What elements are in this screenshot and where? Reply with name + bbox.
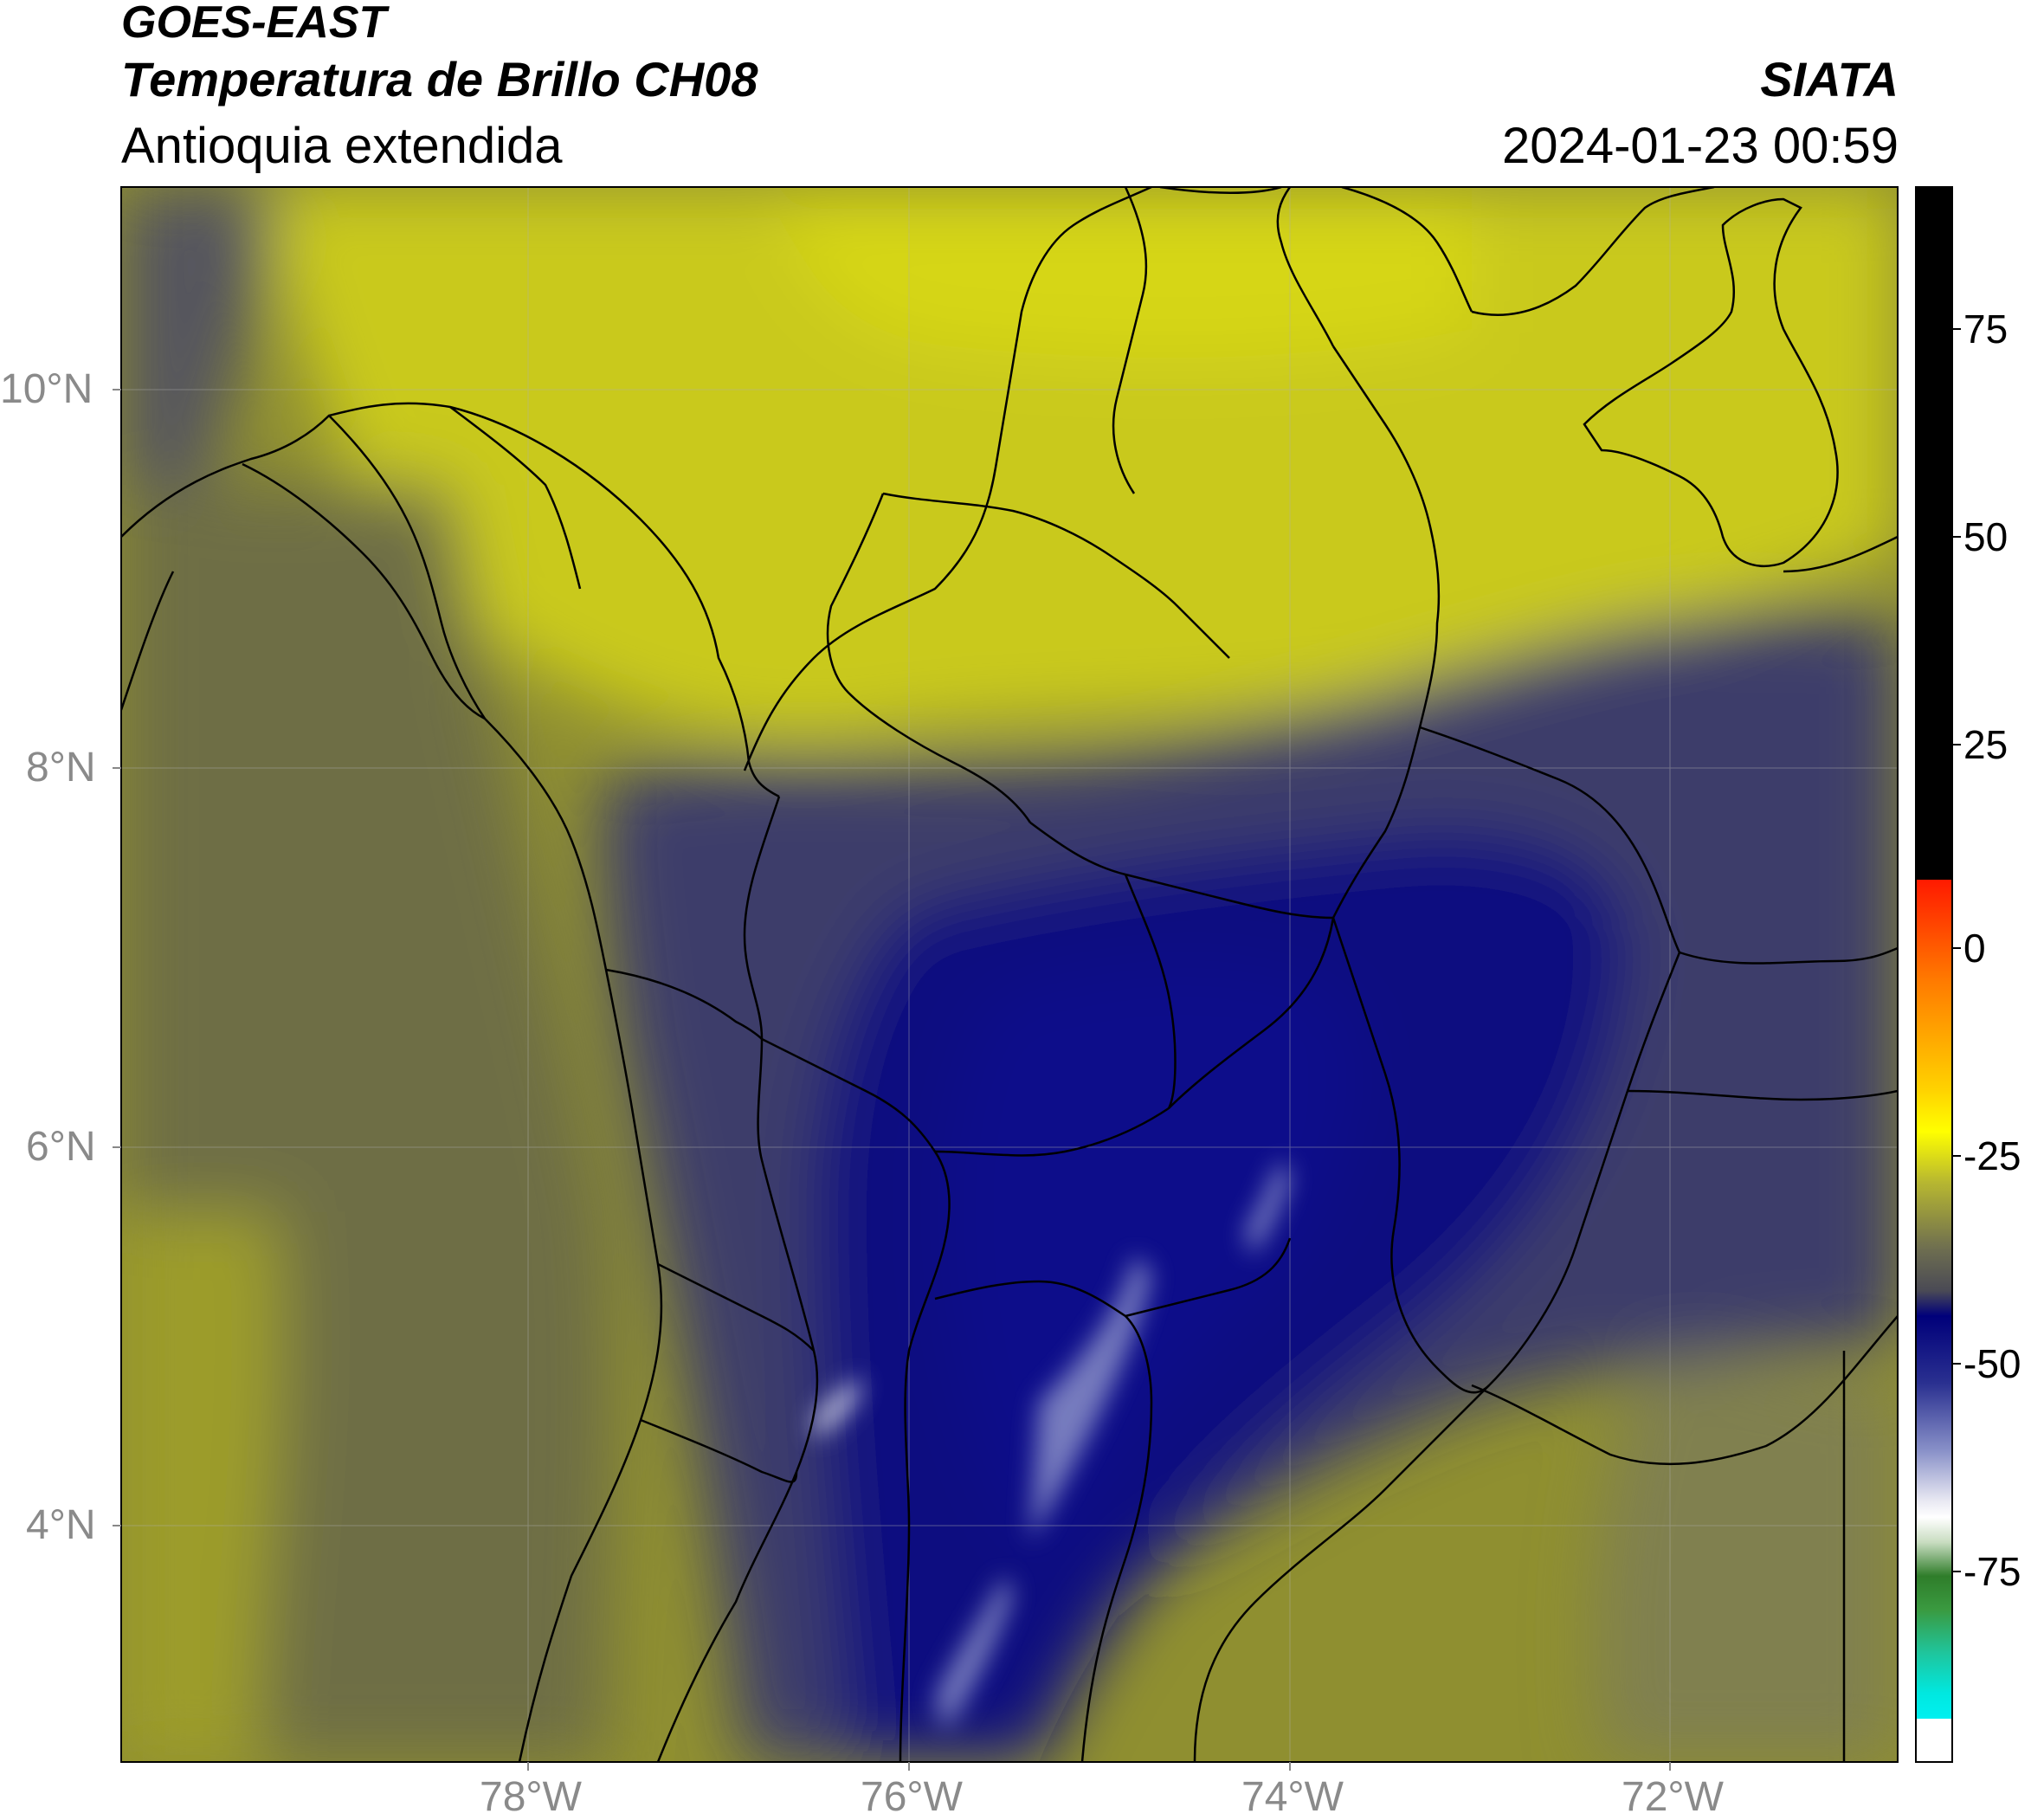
axis-ticks [113, 389, 1671, 1771]
lat-tick-label: 10°N [0, 366, 93, 412]
colorbar-tick-label: -25 [1963, 1133, 2021, 1178]
lat-tick-label: 6°N [26, 1124, 96, 1170]
lon-tick-label: 78°W [480, 1774, 582, 1820]
organization-label: SIATA [1760, 52, 1899, 106]
colorbar-tick-label: 75 [1963, 307, 2008, 352]
lat-tick-label: 8°N [26, 745, 96, 791]
colorbar-tick-label: -50 [1963, 1341, 2021, 1386]
product-title: Temperatura de Brillo CH08 [121, 52, 758, 106]
colorbar-tick-label: 0 [1963, 926, 1986, 971]
colorbar [1915, 186, 1961, 1763]
lon-tick-label: 74°W [1241, 1774, 1344, 1820]
colorbar-tick-label: 25 [1963, 722, 2008, 767]
borders [121, 187, 1898, 1762]
satellite-title: GOES-EAST [121, 0, 387, 48]
timestamp-label: 2024-01-23 00:59 [1502, 118, 1899, 174]
colorbar-tick-label: 50 [1963, 514, 2008, 559]
lon-tick-label: 72°W [1622, 1774, 1724, 1820]
colorbar-tick-label: -75 [1963, 1549, 2021, 1594]
lon-tick-label: 76°W [861, 1774, 963, 1820]
satellite-imagery [121, 187, 1898, 1762]
region-subtitle: Antioquia extendida [121, 118, 563, 174]
lat-tick-label: 4°N [26, 1502, 96, 1548]
